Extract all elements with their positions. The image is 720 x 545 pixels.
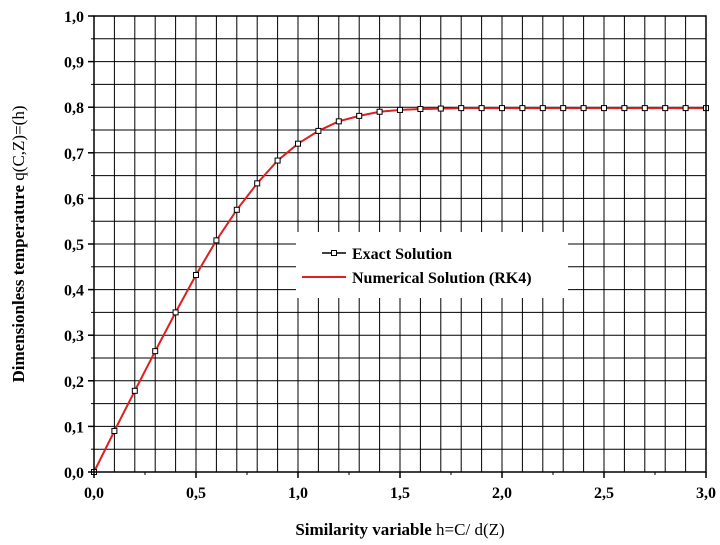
x-tick-label: 0,5 (186, 485, 206, 502)
data-point-exact (662, 105, 669, 112)
data-point-exact (397, 106, 403, 113)
data-point-exact (152, 348, 159, 355)
data-point-exact (295, 140, 301, 147)
y-tick-label: 0,5 (64, 237, 84, 254)
data-point-exact (641, 105, 648, 112)
y-tick-label: 0,0 (64, 465, 84, 482)
data-point-exact (111, 427, 118, 434)
x-tick-label: 3,0 (696, 485, 716, 502)
data-point-exact (213, 237, 220, 244)
data-point-exact (560, 105, 567, 112)
y-tick-labels: 0,0 0,1 0,2 0,3 0,4 0,5 0,6 0,7 0,8 0,9 1,0 (64, 9, 84, 482)
data-point-exact (519, 105, 526, 112)
data-point-exact (458, 105, 465, 112)
x-tick-label: 2,5 (594, 485, 614, 502)
legend-label-exact: Exact Solution (352, 246, 452, 263)
x-tick-label: 0,0 (84, 485, 104, 502)
y-tick-label: 0,7 (64, 146, 84, 163)
x-tick-label: 1,0 (288, 485, 308, 502)
y-axis-title: Dimensionless temperature q(C,Z)=(h) (9, 106, 28, 383)
data-point-exact (580, 105, 587, 112)
x-axis-title-text: Similarity variable (295, 520, 436, 539)
y-axis-title-text: Dimensionless temperature (9, 181, 28, 383)
data-point-exact (499, 105, 505, 112)
x-tick-labels: 0,0 0,5 1,0 1,5 2,0 2,5 3,0 (84, 485, 716, 502)
data-point-exact (621, 105, 628, 112)
data-point-exact (539, 105, 546, 112)
y-tick-label: 0,4 (64, 283, 84, 300)
x-tick-label: 2,0 (492, 485, 512, 502)
tick-marks (88, 15, 707, 478)
data-point-exact (315, 127, 322, 134)
y-tick-label: 0,8 (64, 100, 84, 117)
y-tick-label: 0,3 (64, 328, 84, 345)
data-point-exact (254, 180, 261, 187)
series-layer (91, 105, 709, 475)
y-tick-label: 0,9 (64, 55, 84, 72)
y-tick-label: 0,1 (64, 419, 84, 436)
data-point-exact (193, 272, 199, 279)
data-point-exact (682, 105, 689, 112)
legend-background (296, 232, 568, 298)
y-tick-label: 0,6 (64, 191, 84, 208)
y-tick-label: 1,0 (64, 9, 84, 26)
data-point-exact (274, 157, 281, 164)
data-point-exact (131, 387, 138, 394)
data-point-exact (356, 112, 363, 119)
y-axis-title-symbol: q(C,Z)=(h) (9, 106, 28, 181)
data-point-exact (601, 105, 607, 112)
data-point-exact (478, 105, 485, 112)
legend-label-numerical: Numerical Solution (RK4) (352, 270, 532, 287)
x-tick-label: 1,5 (390, 485, 410, 502)
y-tick-label: 0,2 (64, 374, 84, 391)
data-point-exact (172, 309, 179, 316)
data-point-exact (437, 105, 444, 112)
legend: Exact Solution Numerical Solution (RK4) (296, 232, 568, 298)
legend-marker-exact (331, 250, 337, 256)
data-point-exact (417, 106, 424, 113)
data-point-exact (376, 108, 383, 115)
data-point-exact (233, 206, 240, 213)
x-axis-title: Similarity variable h=C/ d(Z) (295, 520, 504, 539)
data-point-exact (335, 118, 342, 125)
x-axis-title-symbol: h=C/ d(Z) (436, 520, 505, 539)
